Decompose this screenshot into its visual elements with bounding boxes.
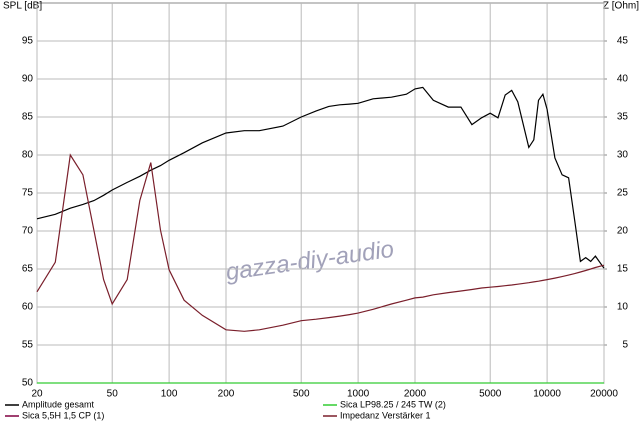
y2-tick-label: 10 (617, 302, 629, 313)
x-tick-label: 50 (107, 389, 119, 400)
y-axis-label: SPL [dB] (3, 1, 42, 12)
y-tick-label: 60 (22, 302, 34, 313)
y-tick-label: 90 (22, 74, 34, 85)
series-line (36, 86, 605, 269)
y2-tick-label: 15 (617, 264, 629, 275)
y2-tick-label: 30 (617, 150, 629, 161)
y-tick-label: 85 (22, 112, 34, 123)
y2-tick-label: 35 (617, 112, 629, 123)
y-tick-label: 55 (22, 340, 34, 351)
x-tick-label: 10000 (533, 389, 561, 400)
legend-label: Sica 5,5H 1,5 CP (1) (22, 410, 104, 420)
y2-tick-label: 40 (617, 74, 629, 85)
y2-tick-label: 5 (622, 340, 628, 351)
y-tick-label: 80 (22, 150, 34, 161)
x-tick-label: 500 (293, 389, 310, 400)
x-tick-label: 2000 (404, 389, 427, 400)
legend-label: Impedanz Verstärker 1 (340, 410, 431, 420)
legend-label: Amplitude gesamt (22, 399, 95, 409)
y2-tick-label: 25 (617, 188, 629, 199)
y-tick-label: 50 (22, 378, 34, 389)
y-tick-label: 75 (22, 188, 34, 199)
y2-axis-label: Z [Ohm] (603, 1, 639, 12)
y2-tick-label: 45 (617, 36, 629, 47)
y-tick-label: 70 (22, 226, 34, 237)
y-tick-label: 95 (22, 36, 34, 47)
legend-label: Sica LP98.25 / 245 TW (2) (340, 399, 446, 409)
x-tick-label: 100 (161, 389, 178, 400)
y2-tick-label: 20 (617, 226, 629, 237)
x-tick-label: 20000 (590, 389, 618, 400)
y-tick-label: 65 (22, 264, 34, 275)
series-line (36, 153, 605, 332)
x-tick-label: 20 (31, 389, 43, 400)
x-tick-label: 1000 (347, 389, 370, 400)
x-tick-label: 5000 (479, 389, 502, 400)
x-tick-label: 200 (218, 389, 235, 400)
